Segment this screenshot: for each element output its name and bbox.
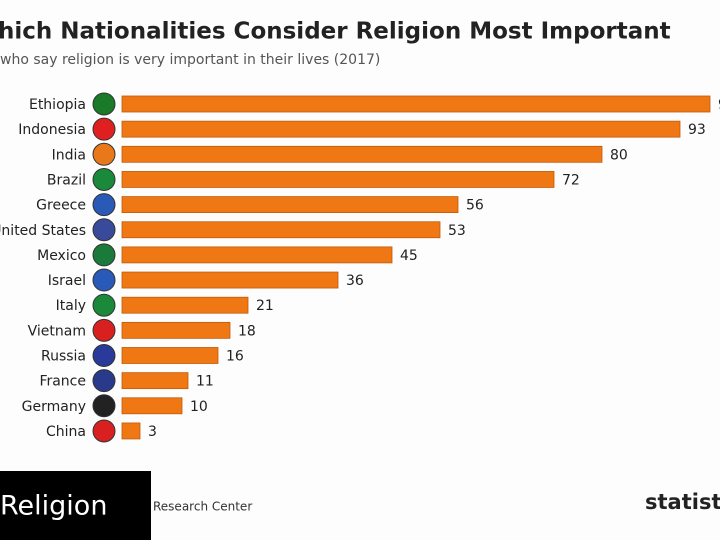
bar [121,372,189,390]
category-label: Vietnam [28,323,86,339]
bar [121,296,249,314]
category-label: Ethiopia [29,97,86,113]
bar [121,347,219,364]
flag-icon [92,268,116,292]
value-label: 72 [562,172,580,188]
bar [121,120,681,138]
flag-icon [92,92,116,116]
category-label: Israel [48,273,86,289]
flag-icon [92,419,116,443]
value-label: 93 [688,122,706,138]
value-label: 3 [148,424,157,440]
category-label: Greece [36,198,86,214]
value-label: 21 [256,298,274,314]
flag-icon [92,369,116,393]
chart-subtitle: who say religion is very important in th… [0,52,380,68]
logo: statist [645,490,720,514]
value-label: 10 [190,399,208,415]
overlay-box [0,471,151,540]
flag-icon [92,218,116,242]
category-label: Mexico [37,248,86,264]
value-label: 98 [718,97,720,113]
value-label: 36 [346,273,364,289]
bar [121,246,393,264]
value-label: 80 [610,147,628,163]
flag-icon [92,293,116,317]
flag-icon [92,142,116,166]
flag-icon [92,344,116,367]
bar [121,422,141,440]
chart-title: hich Nationalities Consider Religion Mos… [0,19,671,45]
bar [121,196,459,214]
value-label: 16 [226,349,244,365]
value-label: 11 [196,374,214,390]
category-label: Germany [22,399,86,415]
bar [121,271,339,289]
category-label: Brazil [47,172,86,188]
flag-icon [92,318,116,342]
category-label: France [39,374,86,390]
category-label: United States [0,223,86,239]
category-label: China [46,424,86,440]
flag-icon [92,117,116,141]
value-label: 56 [466,198,484,214]
value-label: 18 [238,323,256,339]
value-label: 53 [448,223,466,239]
category-label: Italy [56,298,86,314]
bar [121,321,231,339]
bar [121,95,711,113]
flag-icon [92,193,116,217]
flag-icon [92,243,116,267]
category-label: India [52,147,86,163]
flag-icon [92,167,116,191]
bar [121,221,441,239]
overlay-label: Religion [0,491,107,522]
category-label: Russia [41,349,86,365]
category-label: Indonesia [18,122,86,138]
bar [121,397,183,415]
bar [121,145,603,163]
source: Research Center [153,500,252,514]
bar [121,171,555,188]
value-label: 45 [400,248,418,264]
flag-icon [92,394,116,418]
